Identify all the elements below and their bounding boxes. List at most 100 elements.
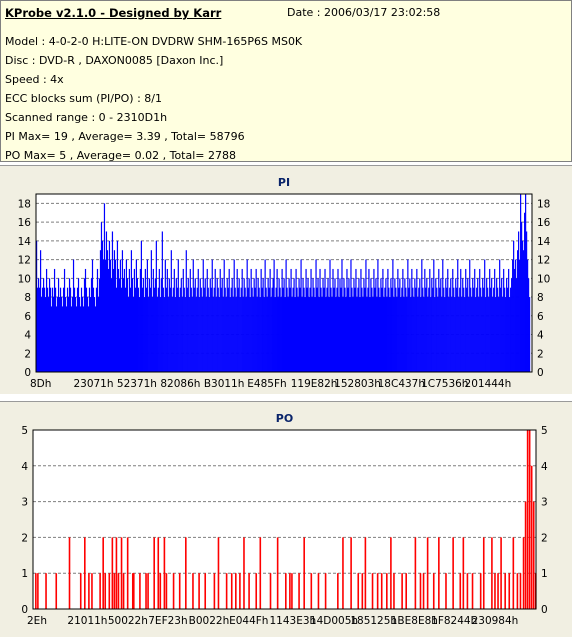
bar [479, 268, 481, 372]
bar [117, 573, 120, 609]
bar [106, 250, 109, 372]
bar [346, 268, 348, 372]
bar [100, 222, 103, 372]
bar [477, 278, 479, 372]
bar [111, 537, 114, 609]
x-tick-label: 152803h [334, 378, 381, 390]
bar [54, 287, 57, 372]
bar [522, 240, 524, 372]
disc-line: Disc : DVD-R , DAXON0085 [Daxon Inc.] [5, 54, 224, 67]
bar [120, 537, 123, 609]
bar [209, 278, 211, 372]
bar [108, 573, 111, 609]
y-tick-label-right: 14 [537, 236, 551, 248]
bar [422, 287, 424, 372]
bar [259, 297, 261, 372]
bar [246, 259, 248, 372]
bar [251, 287, 253, 372]
x-tick-label: 1F8244h [431, 615, 477, 627]
y-tick-label-left: 0 [21, 604, 28, 616]
bar [79, 573, 82, 609]
bar [84, 537, 86, 609]
bar [291, 297, 293, 372]
bar [76, 287, 79, 372]
bar [86, 297, 89, 372]
bar [364, 537, 367, 609]
bar [512, 537, 515, 609]
bar [88, 573, 90, 609]
bar [151, 297, 153, 372]
x-tick-label: 2Eh [27, 615, 47, 627]
bar [266, 297, 268, 372]
bar [451, 297, 453, 372]
bar [527, 259, 529, 372]
bar [432, 287, 434, 372]
bar [124, 287, 127, 372]
y-tick-label-right: 0 [541, 604, 548, 616]
y-tick-label-left: 2 [24, 348, 31, 360]
bar [104, 573, 107, 609]
y-tick-label-left: 1 [21, 568, 28, 580]
bar [471, 297, 473, 372]
bar [476, 287, 478, 372]
bar [289, 573, 291, 609]
bar [192, 573, 194, 609]
bar [210, 287, 212, 372]
bar [466, 287, 468, 372]
bar [264, 259, 266, 372]
bar [500, 537, 502, 609]
y-tick-label-right: 10 [537, 273, 550, 285]
bar [49, 287, 52, 372]
bar [393, 573, 395, 609]
bar [357, 287, 359, 372]
bar [113, 573, 116, 609]
bar [74, 297, 77, 372]
bar [198, 297, 200, 372]
bar [269, 573, 272, 609]
bar [278, 278, 280, 372]
bar [163, 537, 166, 609]
bar [214, 268, 216, 372]
bar [291, 573, 293, 609]
bar [380, 278, 382, 372]
bar [254, 287, 256, 372]
bar [231, 278, 233, 372]
bar [126, 278, 129, 372]
y-tick-label-left: 6 [24, 311, 31, 323]
bar [174, 297, 176, 372]
bar [358, 278, 360, 372]
bar [235, 297, 237, 372]
bar [89, 297, 92, 372]
bar [405, 287, 407, 372]
bar [38, 287, 41, 372]
bar [153, 287, 155, 372]
bar [127, 297, 130, 372]
bar [364, 287, 366, 372]
bar [467, 278, 469, 372]
bar [37, 287, 39, 372]
bar [514, 268, 516, 372]
plot-border [32, 429, 537, 610]
bar [145, 573, 147, 609]
bar [276, 268, 278, 372]
bar [221, 278, 223, 372]
bar [157, 287, 159, 372]
bar [159, 573, 162, 609]
x-tick-label: 50022h [108, 615, 148, 627]
bar [297, 297, 299, 372]
bar [459, 287, 461, 372]
pi-summary-line: PI Max= 19 , Average= 3.39 , Total= 5879… [5, 130, 245, 143]
bar [167, 297, 169, 372]
bar [445, 278, 447, 372]
bar [342, 537, 344, 609]
bar [272, 278, 274, 372]
bar [338, 297, 340, 372]
bar [494, 573, 496, 609]
x-tick-label: 230984h [472, 615, 519, 627]
y-tick-label-right: 12 [537, 255, 550, 267]
bar [347, 287, 349, 372]
bar [165, 573, 168, 609]
bar [317, 573, 320, 609]
bar [461, 297, 463, 372]
bar [415, 287, 417, 372]
